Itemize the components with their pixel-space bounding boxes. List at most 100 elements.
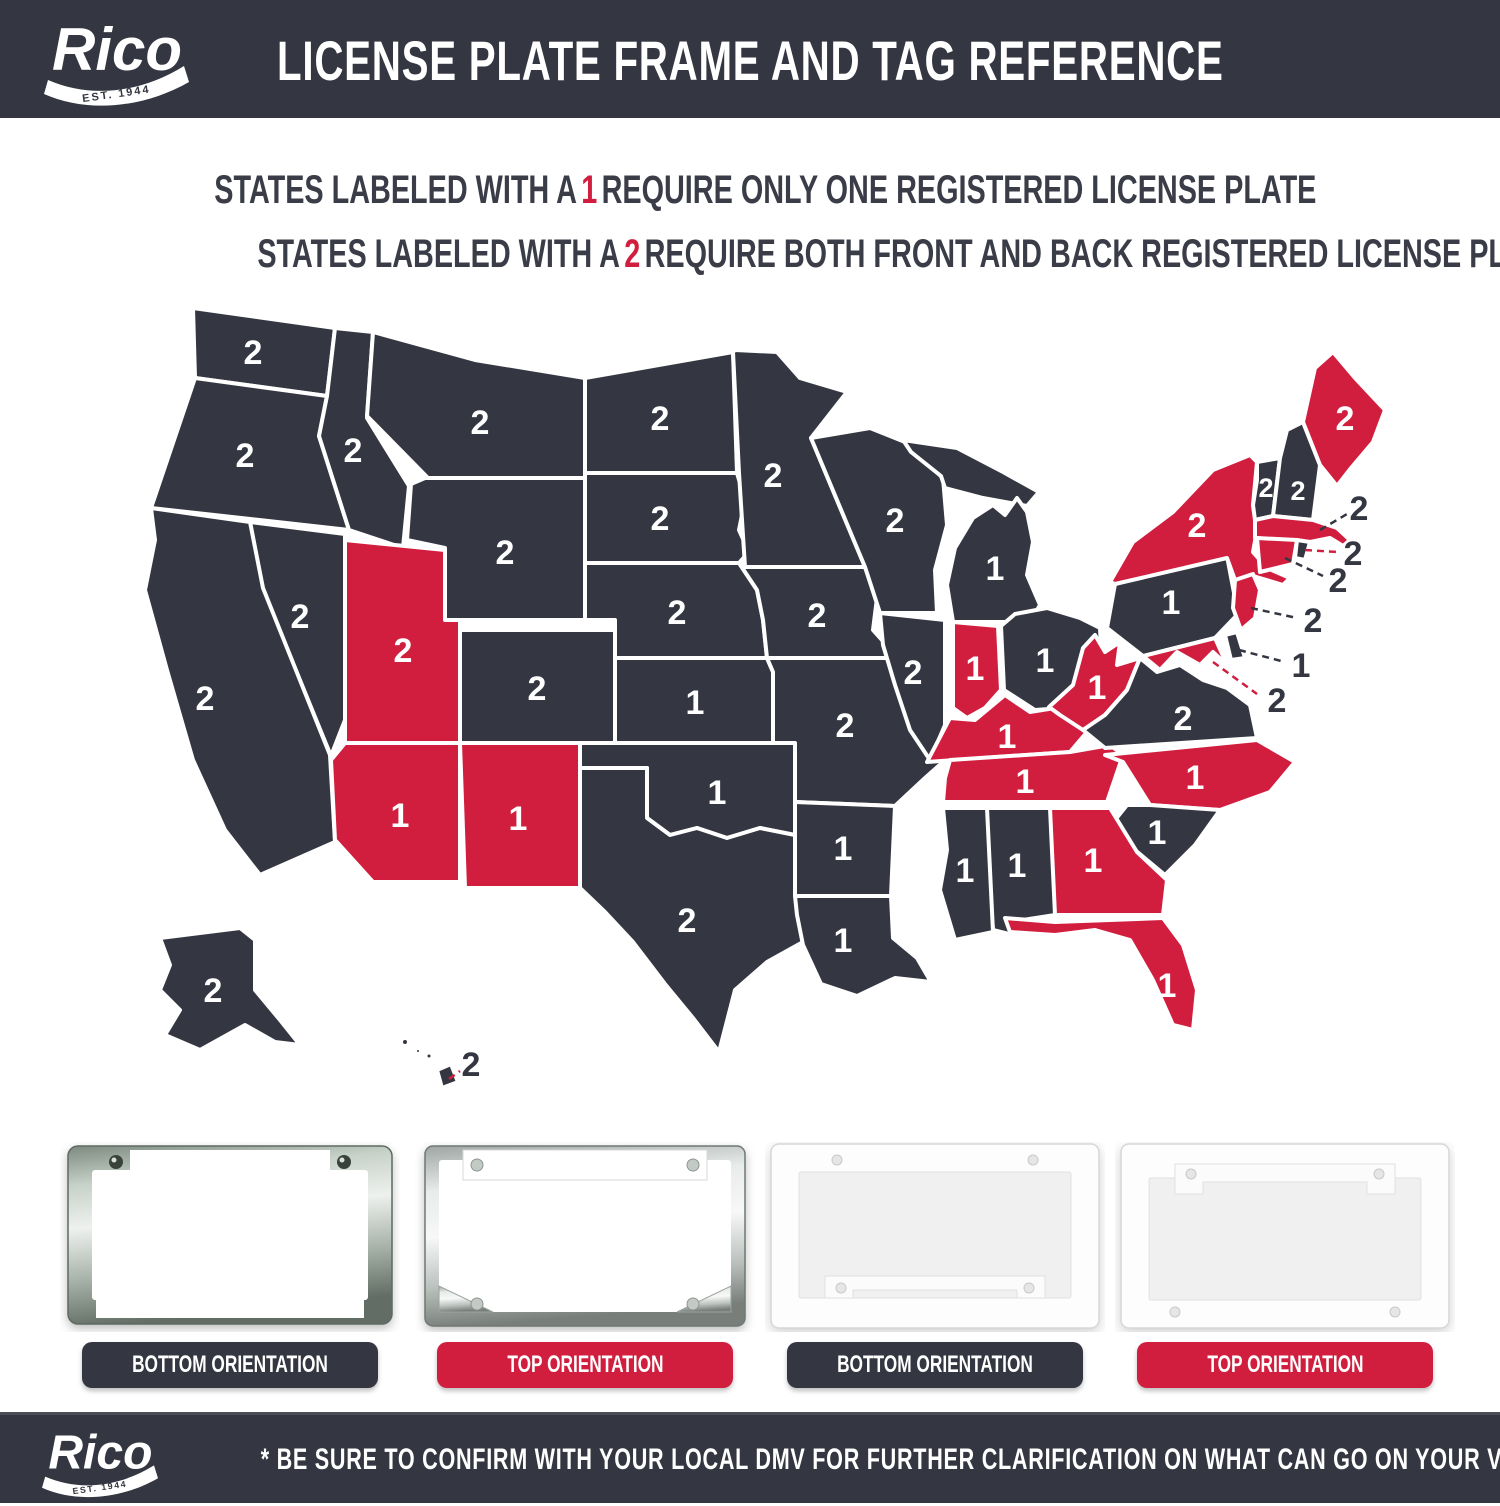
callout-MA: 2 [1350,490,1369,528]
label-WV: 1 [1088,669,1107,707]
label-MS: 1 [956,852,975,890]
label-IA: 2 [808,597,827,635]
callout-line-MD [1212,660,1258,696]
legend-line-2: STATES LABELED WITH A 2 REQUIRE BOTH FRONT… [257,232,1500,276]
label-SD: 2 [651,500,670,538]
state-NY [1108,453,1292,587]
label-IL: 2 [904,654,923,692]
label-WA: 2 [244,334,263,372]
frame-photo-white-bottom [765,1142,1105,1332]
label-AL: 1 [1008,847,1027,885]
label-KY: 1 [998,718,1017,756]
legend-number-2: 2 [624,232,641,276]
footer-bar: Rico EST. 1944 * BE SURE TO CONFIRM WITH… [0,1412,1500,1503]
orientation-label-bottom-2: BOTTOM ORIENTATION [787,1342,1083,1388]
logo-swoosh [42,1465,158,1498]
label-VT: 2 [1258,473,1273,503]
rico-logo-footer: Rico EST. 1944 [34,1419,170,1506]
label-CO: 2 [528,670,547,708]
page-title: LICENSE PLATE FRAME AND TAG REFERENCE [276,29,1224,92]
legend-number-1: 1 [581,168,598,212]
frame-top-strip [130,1150,330,1174]
callout-CT: 2 [1329,562,1348,600]
label-AR: 1 [834,830,853,868]
label-MT: 2 [471,404,490,442]
state-HI [399,1036,460,1090]
frame-bottom-banner [96,1280,364,1318]
label-AK: 2 [204,972,223,1010]
header-bar: Rico EST. 1944 LICENSE PLATE FRAME AND T… [0,0,1500,118]
orientation-label-top-1: TOP ORIENTATION [437,1342,733,1388]
label-TN: 1 [1016,763,1035,801]
state-IN [951,620,1003,720]
frame-photo-chrome-bottom [60,1142,400,1332]
state-AK [158,926,302,1052]
state-DE [1223,630,1247,662]
state-NJ [1231,572,1262,632]
rico-logo: Rico EST. 1944 [34,8,204,117]
frame-photo-chrome-top [415,1142,755,1332]
label-MN: 2 [764,457,783,495]
label-MI: 1 [986,550,1005,588]
orientation-label-bottom-1: BOTTOM ORIENTATION [82,1342,378,1388]
frame-bottom-banner [824,1275,1046,1299]
label-ME: 2 [1336,400,1355,438]
label-NY: 2 [1188,507,1207,545]
label-MO: 2 [836,707,855,745]
state-CA [143,506,337,877]
label-UT: 2 [394,632,413,670]
state-IL [878,611,947,762]
state-NC [1103,738,1297,812]
state-CT [1255,536,1299,574]
orientation-label-top-2: TOP ORIENTATION [1137,1342,1433,1388]
callout-DE: 1 [1292,647,1311,685]
label-OH: 1 [1036,642,1055,680]
callout-NJ: 2 [1304,602,1323,640]
state-VA [1081,656,1259,750]
frame-top-banner [1174,1163,1396,1195]
label-GA: 1 [1084,842,1103,880]
label-TX: 2 [678,902,697,940]
label-FL: 1 [1158,967,1177,1005]
label-NM: 1 [509,800,528,838]
label-KS: 1 [686,684,705,722]
state-TX [578,766,807,1054]
legend: STATES LABELED WITH A 1 REQUIRE ONLY ONE R… [0,158,1500,286]
frame-photo-white-top [1115,1142,1455,1332]
footer-note: * BE SURE TO CONFIRM WITH YOUR LOCAL DMV… [260,1443,1500,1476]
state-RI [1293,538,1312,562]
label-IN: 1 [966,650,985,688]
state-MS [938,806,995,942]
state-FL [1003,916,1199,1032]
label-VA: 2 [1174,700,1193,738]
callout-RI: 2 [1344,535,1363,573]
legend-line-1: STATES LABELED WITH A 1 REQUIRE ONLY ONE R… [214,168,1317,212]
callout-HI: 2 [462,1046,481,1084]
label-OR: 2 [236,437,255,475]
state-TN [941,743,1125,804]
label-ND: 2 [651,400,670,438]
label-NE: 2 [668,594,687,632]
label-WY: 2 [496,534,515,572]
label-AZ: 1 [391,797,410,835]
callout-line-NJ [1250,606,1298,620]
callout-line-HI [448,1069,461,1081]
callout-line-MA [1319,512,1348,532]
label-OK: 1 [708,774,727,812]
label-NV: 2 [291,598,310,636]
label-WI: 2 [886,502,905,540]
state-MI-lower [945,496,1042,624]
label-ID: 2 [344,432,363,470]
callout-line-RI [1304,548,1338,554]
rico-logo-text: Rico [52,16,182,83]
label-CA: 2 [196,680,215,718]
label-PA: 1 [1162,584,1181,622]
state-ME [1301,350,1387,488]
rico-logo-text: Rico [48,1427,152,1480]
label-NH: 2 [1290,476,1305,506]
logo-swoosh [44,66,189,106]
label-LA: 1 [834,922,853,960]
label-NC: 1 [1186,759,1205,797]
frame-top-banner [462,1149,708,1181]
